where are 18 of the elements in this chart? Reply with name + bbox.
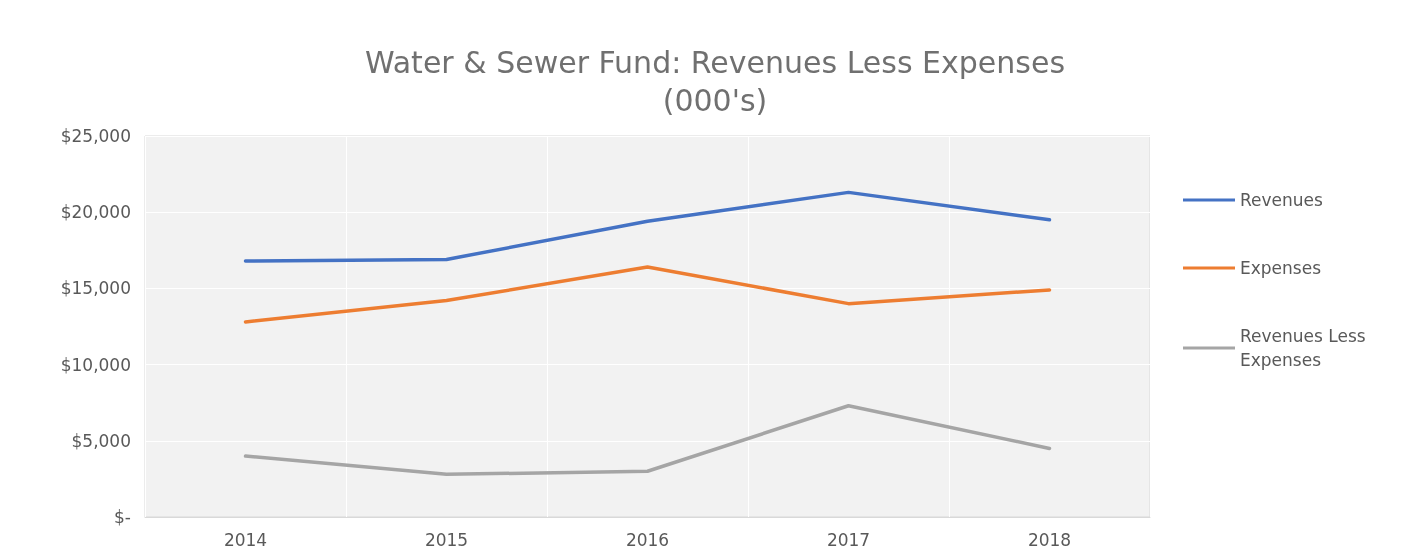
y-tick-label: $10,000 [60, 354, 131, 375]
x-tick-label: 2017 [826, 529, 871, 550]
line-series [243, 190, 1052, 263]
x-tick-label: 2016 [625, 529, 670, 550]
line-series [243, 404, 1052, 477]
x-tick-label: 2018 [1027, 529, 1072, 550]
legend-label: Expenses [1240, 258, 1322, 278]
y-tick-label: $20,000 [60, 202, 131, 223]
x-tick-label: 2014 [223, 529, 268, 550]
y-tick-label: $15,000 [60, 278, 131, 299]
legend-label: Revenues [1240, 190, 1324, 210]
y-tick-label: $25,000 [60, 126, 131, 146]
legend-label: Revenues Less Expenses [1240, 326, 1372, 370]
line-series [243, 265, 1052, 324]
y-tick-label: $- [114, 507, 131, 527]
y-tick-label: $5,000 [71, 430, 131, 451]
x-tick-label: 2015 [424, 529, 469, 550]
chart-title: Water & Sewer Fund: Revenues Less Expenses (000's) [364, 44, 1066, 118]
